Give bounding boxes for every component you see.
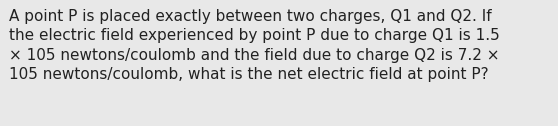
Text: A point P is placed exactly between two charges, Q1 and Q2. If
the electric fiel: A point P is placed exactly between two … — [9, 9, 499, 83]
